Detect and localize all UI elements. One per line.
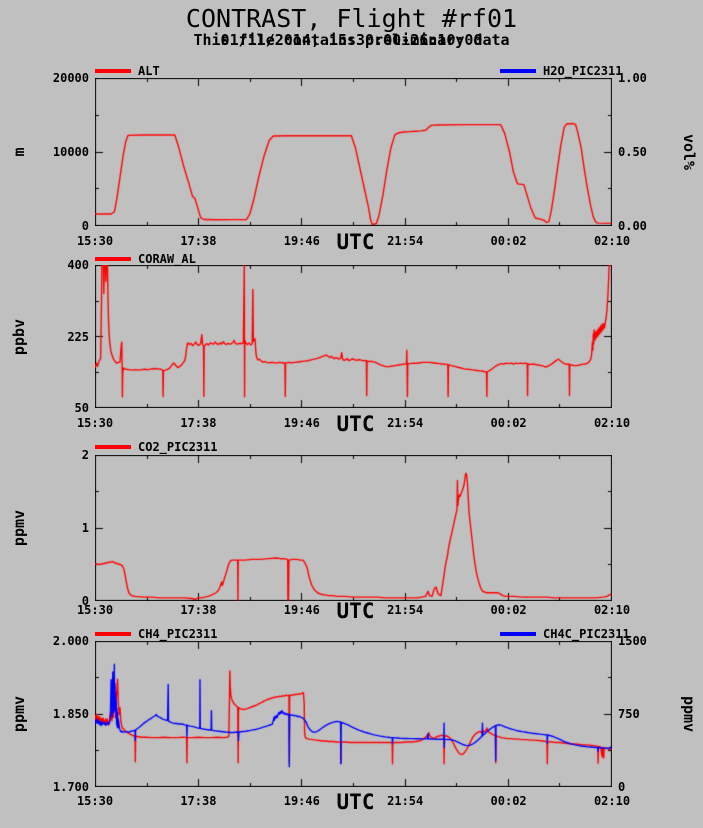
subtitle-date-range: 01/11/2014, 15:30:00-26:10:00 bbox=[220, 31, 483, 49]
legend-left-swatch bbox=[95, 257, 131, 261]
legend-left-label: CORAW_AL bbox=[138, 252, 196, 266]
y-axis-tick-label-right: 1.00 bbox=[618, 71, 647, 85]
altitude-water-panel-canvas bbox=[95, 78, 612, 226]
x-axis-tick-label: 02:10 bbox=[593, 416, 631, 430]
x-axis-tick-label: 19:46 bbox=[283, 794, 320, 808]
y-axis-unit-left: ppbv bbox=[10, 318, 28, 355]
subtitle-preliminary-notice: This file contains preliminary data bbox=[193, 31, 510, 49]
x-axis-tick-label: 21:54 bbox=[387, 794, 424, 808]
page-title: CONTRAST, Flight #rf01 bbox=[185, 4, 518, 33]
x-axis-tick-label: 15:30 bbox=[76, 416, 114, 430]
y-axis-tick-label-left: 0 bbox=[81, 219, 89, 233]
x-axis-tick-label: 19:46 bbox=[283, 416, 320, 430]
y-axis-tick-label-left: 2.000 bbox=[52, 634, 89, 648]
y-axis-tick-label-left: 1 bbox=[81, 521, 89, 535]
legend-right-swatch bbox=[500, 632, 536, 636]
x-axis-tick-label: 15:30 bbox=[76, 603, 114, 617]
y-axis-tick-label-left: 10000 bbox=[52, 145, 89, 159]
y-axis-tick-label-left: 2 bbox=[81, 448, 89, 462]
legend-left-label: ALT bbox=[138, 64, 160, 78]
legend-left-swatch bbox=[95, 69, 131, 73]
legend-left-swatch bbox=[95, 632, 131, 636]
x-axis-tick-label: 00:02 bbox=[490, 794, 527, 808]
y-axis-tick-label-right: 0.50 bbox=[618, 145, 647, 159]
x-axis-tick-label: 00:02 bbox=[490, 234, 527, 248]
x-axis-tick-label: 15:30 bbox=[76, 234, 114, 248]
x-axis-tick-label: 21:54 bbox=[387, 416, 424, 430]
x-axis-tick-label: 02:10 bbox=[593, 234, 631, 248]
legend-right-label: H2O_PIC2311 bbox=[543, 64, 623, 78]
legend-left-label: CH4_PIC2311 bbox=[138, 627, 218, 641]
y-axis-unit-left: ppmv bbox=[10, 509, 28, 547]
y-axis-unit-left: m bbox=[10, 147, 28, 157]
x-axis-tick-label: 17:38 bbox=[180, 234, 217, 248]
x-axis-tick-label: 02:10 bbox=[593, 794, 631, 808]
y-axis-tick-label-right: 1500 bbox=[618, 634, 647, 648]
y-axis-unit-right: vol% bbox=[680, 133, 698, 171]
x-axis-tick-label: 00:02 bbox=[490, 416, 527, 430]
x-axis-tick-label: 17:38 bbox=[180, 794, 217, 808]
y-axis-tick-label-right: 750 bbox=[618, 707, 640, 721]
x-axis-unit-label: UTC bbox=[336, 230, 375, 254]
x-axis-tick-label: 19:46 bbox=[283, 603, 320, 617]
x-axis-tick-label: 21:54 bbox=[387, 603, 424, 617]
y-axis-tick-label-right: 0.00 bbox=[618, 219, 647, 233]
x-axis-tick-label: 17:38 bbox=[180, 603, 217, 617]
y-axis-tick-label-left: 1.850 bbox=[52, 707, 89, 721]
x-axis-tick-label: 00:02 bbox=[490, 603, 527, 617]
co-raw-panel-canvas bbox=[95, 265, 612, 408]
y-axis-unit-left: ppmv bbox=[10, 695, 28, 733]
x-axis-unit-label: UTC bbox=[336, 412, 375, 436]
x-axis-tick-label: 17:38 bbox=[180, 416, 217, 430]
x-axis-tick-label: 21:54 bbox=[387, 234, 424, 248]
x-axis-unit-label: UTC bbox=[336, 790, 375, 814]
y-axis-unit-right: ppmv bbox=[680, 695, 698, 733]
legend-right-label: CH4C_PIC2311 bbox=[543, 627, 630, 641]
co2-panel-canvas bbox=[95, 455, 612, 601]
x-axis-tick-label: 02:10 bbox=[593, 603, 631, 617]
legend-right-swatch bbox=[500, 69, 536, 73]
x-axis-tick-label: 19:46 bbox=[283, 234, 320, 248]
y-axis-tick-label-left: 400 bbox=[67, 258, 89, 272]
y-axis-tick-label-left: 50 bbox=[74, 401, 89, 415]
y-axis-tick-label-left: 1.700 bbox=[52, 780, 89, 794]
y-axis-tick-label-right: 0 bbox=[618, 780, 626, 794]
x-axis-tick-label: 15:30 bbox=[76, 794, 114, 808]
legend-left-label: CO2_PIC2311 bbox=[138, 440, 218, 454]
methane-panel-canvas bbox=[95, 641, 612, 787]
y-axis-tick-label-left: 20000 bbox=[52, 71, 89, 85]
y-axis-tick-label-left: 0 bbox=[81, 594, 89, 608]
legend-left-swatch bbox=[95, 445, 131, 449]
x-axis-unit-label: UTC bbox=[336, 599, 375, 623]
y-axis-tick-label-left: 225 bbox=[67, 329, 89, 344]
